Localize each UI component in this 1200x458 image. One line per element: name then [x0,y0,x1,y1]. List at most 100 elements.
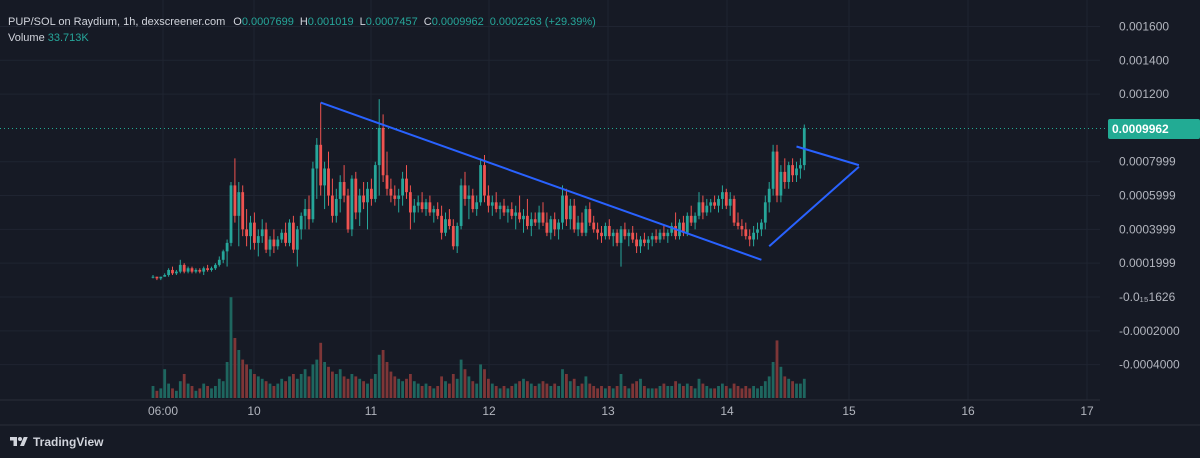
candle-body [682,222,685,233]
close-label: C [423,16,432,28]
volume-bar [159,388,163,398]
volume-bar [682,386,685,398]
price-tick-label: -0.0004000 [1119,358,1180,372]
candle-body [268,239,272,250]
candle-body [678,222,681,237]
volume-bar [260,378,264,398]
volume-bar [795,383,798,398]
volume-bar [295,378,299,398]
candle-body [490,202,494,206]
candle-body [510,209,514,216]
volume-bar [432,388,436,398]
volume-bar [565,374,568,398]
volume-bar [697,378,701,398]
candle-body [557,222,560,230]
candle-body [393,195,397,199]
trendline-wedge-upper[interactable] [796,145,860,167]
candle-body [604,225,607,237]
candle-body [763,202,767,223]
volume-bar [721,383,724,398]
volume-bar [674,381,677,398]
trendlines[interactable] [320,101,860,261]
volume-bar [241,359,245,398]
candle-body [537,212,541,223]
candle-body [545,222,549,233]
price-tick-label: 0.0003999 [1119,222,1176,236]
volume-bar [171,388,174,398]
trendline-wedge-lower[interactable] [768,166,860,248]
volume-bar [650,388,654,398]
volume-bar [666,386,670,398]
price-tick-label: -0.0002000 [1119,324,1180,338]
candle-body [436,209,440,216]
volume-bar [689,386,693,398]
volume-bar [225,362,229,398]
time-tick-label: 13 [601,404,615,418]
volume-bar [276,383,280,398]
candle-body [323,168,326,186]
tradingview-brand[interactable]: TradingView [10,432,103,452]
volume-bar [756,388,759,398]
volume-bar [744,386,748,398]
volume-bar [502,386,506,398]
candle-body [237,192,241,216]
low-label: L [359,16,366,28]
volume-bar [498,388,502,398]
candle-body [674,225,677,237]
volume-bar [284,381,287,398]
volume-bar [752,386,755,398]
volume-bar [791,381,794,398]
candle-body [444,219,447,233]
time-tick-label: 17 [1080,404,1094,418]
candle-body [151,276,155,278]
price-tick-label: 0.0001999 [1119,256,1176,270]
candles [151,99,806,281]
candle-body [639,239,642,247]
symbol-title[interactable]: PUP/SOL on Raydium, 1h, dexscreener.com [8,16,226,28]
candle-body [631,232,635,240]
candle-body [709,202,713,206]
candle-body [366,188,369,203]
candle-body [584,209,588,233]
candle-body [373,165,377,199]
candle-body [451,225,455,247]
volume-bar [463,369,467,398]
volume-bar [424,383,428,398]
candle-body [646,239,650,243]
candle-body [292,222,295,250]
volume-bar [459,359,463,398]
candle-body [752,232,755,240]
volume-bar [783,376,787,398]
candle-body [311,168,315,220]
candle-body [432,209,436,213]
volume-bar [510,386,514,398]
candle-body [206,268,209,270]
volume-bar [760,386,763,398]
volume-bar [506,388,510,398]
candle-body [717,198,720,206]
candle-body [494,202,498,210]
candle-body [498,205,502,210]
volume-bar [572,378,576,398]
price-axis[interactable]: 0.001600 0.001400 0.001200 0.0007999 0.00059… [1119,19,1180,371]
candle-body [175,271,178,274]
candle-body [576,222,580,230]
candle-body [342,182,346,196]
volume-bar [740,388,744,398]
candle-body [697,202,701,216]
candle-body [506,209,510,213]
volume-bar [245,364,248,398]
candle-body [331,195,334,216]
candle-body [732,198,736,223]
trendline-descending-resistance[interactable] [320,101,762,261]
candle-body [190,268,194,272]
change-value: 0.0002263 (+29.39%) [489,16,596,28]
chart-grid [0,0,1100,400]
time-axis[interactable]: 06:00 10 11 12 13 14 15 16 17 [148,404,1094,418]
candle-body [186,268,190,272]
time-tick-label: 06:00 [148,404,178,418]
time-tick-label: 14 [720,404,734,418]
volume-bar [724,386,728,398]
candle-body [553,219,557,230]
